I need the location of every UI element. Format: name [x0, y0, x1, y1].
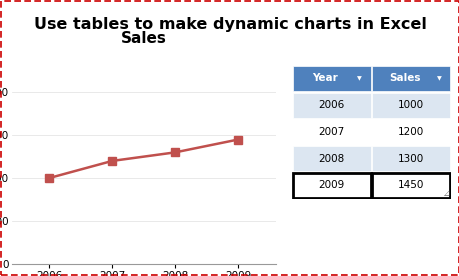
- Text: 1200: 1200: [397, 127, 423, 137]
- Text: Use tables to make dynamic charts in Excel: Use tables to make dynamic charts in Exc…: [34, 17, 425, 32]
- FancyBboxPatch shape: [292, 173, 370, 198]
- Title: Sales: Sales: [121, 31, 166, 46]
- Text: ▼: ▼: [356, 76, 361, 81]
- Text: ▼: ▼: [436, 76, 440, 81]
- Text: ◿: ◿: [443, 190, 448, 196]
- FancyBboxPatch shape: [292, 120, 370, 144]
- Text: 2006: 2006: [318, 100, 344, 110]
- Text: 2007: 2007: [318, 127, 344, 137]
- Text: 1300: 1300: [397, 154, 423, 164]
- FancyBboxPatch shape: [292, 66, 370, 91]
- Text: 1000: 1000: [397, 100, 423, 110]
- Text: Sales: Sales: [388, 73, 420, 83]
- FancyBboxPatch shape: [371, 146, 449, 171]
- FancyBboxPatch shape: [371, 120, 449, 144]
- Text: 2009: 2009: [318, 180, 344, 190]
- Text: 2008: 2008: [318, 154, 344, 164]
- FancyBboxPatch shape: [371, 173, 449, 198]
- Text: 1450: 1450: [397, 180, 423, 190]
- Text: Year: Year: [312, 73, 337, 83]
- FancyBboxPatch shape: [371, 93, 449, 118]
- FancyBboxPatch shape: [292, 93, 370, 118]
- FancyBboxPatch shape: [292, 146, 370, 171]
- FancyBboxPatch shape: [371, 66, 449, 91]
